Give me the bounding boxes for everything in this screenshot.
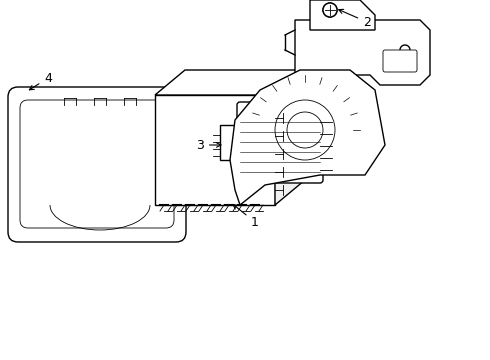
Circle shape <box>275 100 335 160</box>
Circle shape <box>287 112 323 148</box>
FancyBboxPatch shape <box>8 87 186 242</box>
FancyBboxPatch shape <box>20 100 174 228</box>
Polygon shape <box>275 70 305 205</box>
Text: 3: 3 <box>196 139 221 152</box>
Text: 1: 1 <box>233 204 259 229</box>
FancyBboxPatch shape <box>383 50 417 72</box>
Bar <box>220 125 242 160</box>
FancyBboxPatch shape <box>237 102 323 183</box>
Polygon shape <box>310 0 375 30</box>
Text: 2: 2 <box>339 9 371 28</box>
Text: 4: 4 <box>29 72 52 90</box>
Polygon shape <box>155 70 305 95</box>
Circle shape <box>323 3 337 17</box>
Polygon shape <box>295 20 430 85</box>
Polygon shape <box>230 70 385 205</box>
Bar <box>155 95 275 205</box>
